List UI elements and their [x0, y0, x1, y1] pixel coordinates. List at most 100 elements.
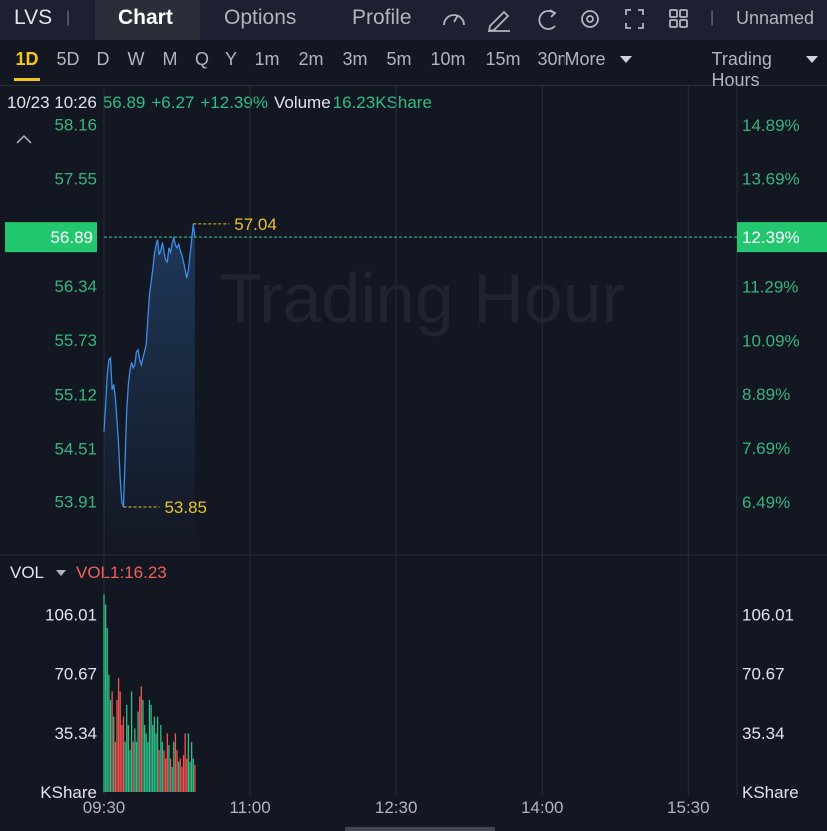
scrollbar[interactable] — [345, 827, 495, 831]
volume-bar — [122, 716, 125, 792]
period-button[interactable]: M — [162, 49, 178, 69]
volume-bar — [134, 728, 136, 792]
volume-bar — [150, 704, 152, 792]
tab[interactable]: Options — [224, 6, 297, 29]
high-marker-label: 57.04 — [234, 215, 277, 234]
layout-icon[interactable] — [669, 9, 688, 28]
period-button[interactable]: 1D — [15, 49, 39, 69]
volume-bar — [182, 755, 185, 792]
quote-change: +6.27 — [151, 93, 195, 112]
quote-price: 56.89 — [102, 93, 146, 112]
x-tick-label: 09:30 — [83, 798, 126, 817]
y2-tick-label: 14.89% — [742, 116, 800, 135]
period-underline — [14, 78, 40, 81]
period-button[interactable]: W — [127, 49, 145, 69]
volume-bar — [194, 764, 196, 792]
volume-bar — [179, 758, 181, 792]
volume-bar — [189, 761, 191, 792]
volume-bar — [187, 733, 190, 792]
layout-name[interactable]: Unnamed — [736, 8, 815, 28]
session-button[interactable]: Trading Hours — [711, 49, 772, 90]
last-pct-label: 12.39% — [742, 228, 800, 247]
volume-bar — [137, 711, 139, 792]
volume-bar — [181, 766, 183, 792]
symbol[interactable]: LVS — [14, 6, 53, 29]
watermark: Trading Hour — [219, 259, 625, 337]
y-tick-label-right: 106.01 — [742, 605, 794, 624]
y-tick-label: 53.91 — [54, 493, 97, 512]
volume-bar — [127, 725, 129, 792]
period-button[interactable]: 10m — [430, 49, 466, 69]
volume-bar — [104, 604, 107, 792]
y-tick-label: 55.73 — [54, 331, 97, 350]
volume-bar — [132, 741, 134, 792]
y-tick-label-right: 35.34 — [742, 724, 785, 743]
period-button[interactable]: 3m — [342, 49, 368, 69]
y2-tick-label: 10.09% — [742, 331, 800, 350]
volume-bar — [160, 725, 162, 792]
price-line — [103, 223, 196, 508]
y-tick-label: 58.16 — [54, 115, 97, 134]
volume-bar — [119, 691, 121, 792]
volume-bar — [147, 741, 149, 792]
period-button[interactable]: Y — [224, 49, 238, 69]
volume-bar — [192, 758, 194, 792]
volume-bar — [171, 766, 173, 792]
fullscreen-icon[interactable] — [625, 9, 644, 29]
volume-bar — [113, 716, 115, 792]
separator: | — [66, 9, 71, 26]
volume-bar — [121, 725, 123, 792]
period-bar: 1D 5D D W M Q Y 1m 2m 3m 5m 10m 15m 30m More Trading Ho… — [0, 40, 827, 90]
period-button[interactable]: 30m — [537, 49, 573, 69]
period-button[interactable]: 5D — [56, 49, 80, 69]
period-button[interactable]: 2m — [298, 49, 324, 69]
indicator-dropdown[interactable] — [56, 570, 66, 576]
quote-volume: 16.23KShare — [332, 93, 432, 112]
volume-bar — [145, 733, 147, 792]
indicator-icon[interactable] — [443, 14, 465, 26]
period-button[interactable]: 1m — [254, 49, 280, 69]
volume-bar — [114, 741, 117, 792]
dropdown-arrow — [620, 56, 632, 63]
price-area — [104, 223, 195, 555]
draw-icon[interactable] — [487, 10, 510, 32]
volume-bar — [148, 699, 151, 792]
volume-bar — [108, 674, 110, 792]
more-button[interactable]: More — [564, 49, 622, 70]
period-button[interactable]: 5m — [386, 49, 412, 69]
y-tick-label: 54.51 — [54, 439, 97, 458]
y-tick-label: KShare — [40, 783, 97, 802]
settings-icon[interactable] — [581, 10, 599, 28]
volume-bar — [153, 716, 155, 792]
quote-line: 10/23 10:26 56.89 +6.27 +12.39% Volume 1… — [7, 93, 432, 113]
volume-bar — [169, 758, 172, 792]
volume-bar — [139, 696, 141, 792]
y-tick-label: 35.34 — [54, 724, 97, 743]
toolbar-icons — [443, 9, 688, 32]
y2-tick-label: 7.69% — [742, 439, 790, 458]
volume-bar — [163, 750, 165, 792]
tab[interactable]: Profile — [352, 6, 412, 29]
x-tick-label: 11:00 — [229, 798, 270, 817]
volume-bar — [186, 758, 188, 792]
period-button[interactable]: D — [96, 49, 110, 69]
volume-bar — [174, 733, 177, 792]
refresh-icon[interactable] — [538, 9, 557, 30]
y-tick-label: 56.34 — [54, 277, 97, 296]
period-button[interactable]: Q — [194, 49, 210, 69]
volume-bar — [106, 627, 108, 792]
volume-bar — [129, 750, 131, 792]
period-button[interactable]: 15m — [485, 49, 521, 69]
volume-bar — [190, 741, 193, 792]
low-marker-label: 53.85 — [164, 498, 207, 517]
volume-bar — [184, 733, 186, 792]
volume-bar — [161, 741, 164, 792]
quote-change-pct: +12.39% — [200, 93, 268, 112]
indicator-name[interactable]: VOL — [10, 563, 44, 582]
y-tick-label: 70.67 — [54, 665, 97, 684]
tab[interactable]: Chart — [118, 6, 173, 29]
collapse-icon[interactable] — [16, 134, 32, 144]
volume-bar — [140, 686, 142, 792]
